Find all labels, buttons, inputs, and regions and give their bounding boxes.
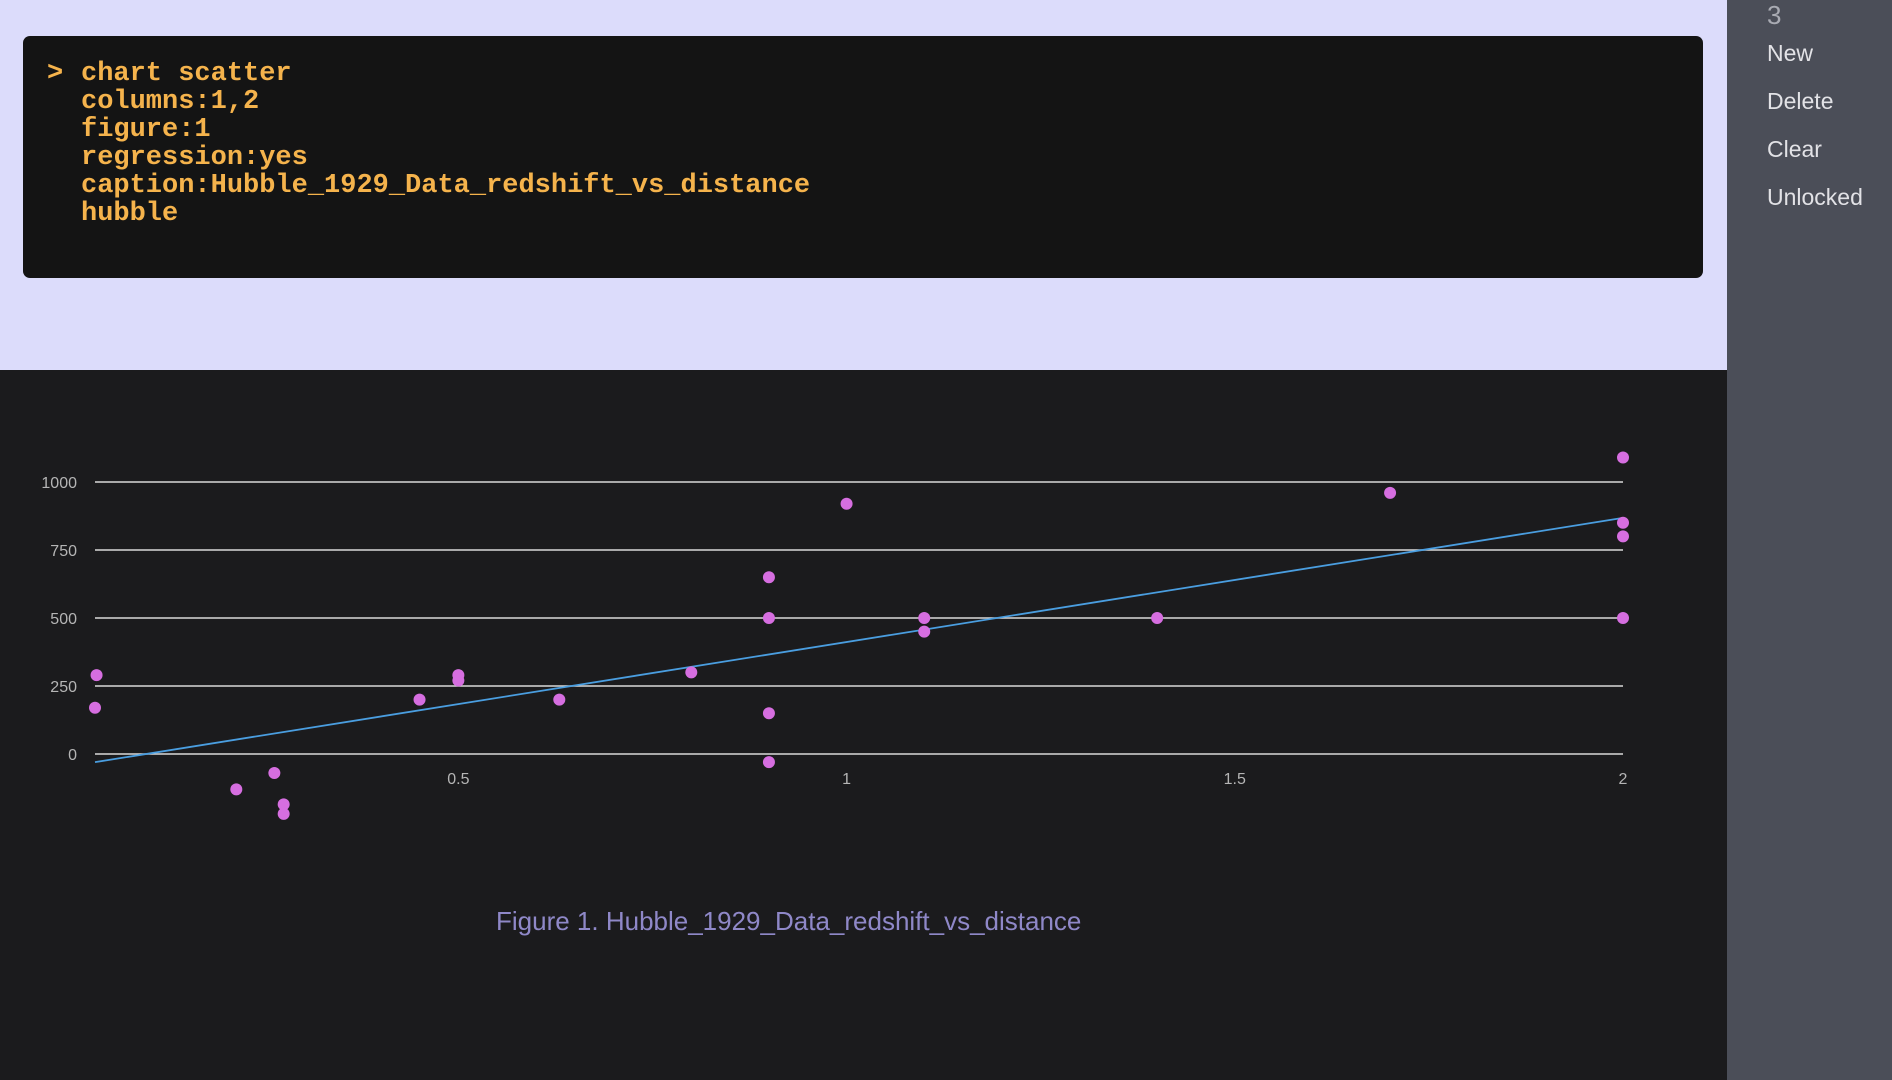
data-point: [1617, 451, 1629, 464]
command-text: figure:1: [81, 115, 211, 145]
data-point: [762, 707, 775, 720]
command-line: columns:1,2: [47, 88, 1703, 116]
x-tick-label: 0.5: [447, 771, 469, 788]
command-area: > chart scatter columns:1,2 figure:1 regress…: [0, 0, 1727, 370]
data-point: [762, 756, 775, 769]
data-point: [277, 807, 290, 820]
command-line: > chart scatter: [47, 60, 1703, 88]
x-tick-label: 1.5: [1224, 771, 1246, 788]
command-text: chart scatter: [81, 59, 292, 89]
command-line: caption:Hubble_1929_Data_redshift_vs_dis…: [47, 172, 1703, 200]
unlocked-toggle[interactable]: Unlocked: [1767, 184, 1863, 210]
data-point: [918, 612, 931, 624]
data-point: [1384, 486, 1397, 499]
data-point: [89, 701, 101, 714]
clear-button[interactable]: Clear: [1767, 136, 1822, 162]
y-tick-label: 0: [68, 747, 77, 764]
command-text: regression:yes: [81, 143, 308, 173]
data-point: [452, 674, 465, 687]
command-text: columns:1,2: [81, 87, 260, 117]
y-tick-label: 750: [50, 543, 77, 560]
command-line: regression:yes: [47, 144, 1703, 172]
data-point: [268, 767, 281, 780]
x-tick-label: 2: [1619, 771, 1628, 788]
data-point: [1617, 516, 1629, 529]
data-point: [685, 666, 698, 679]
data-point: [762, 571, 775, 584]
data-point: [1617, 612, 1629, 624]
data-point: [840, 497, 853, 510]
scatter-chart: 0 250 500 750 1000 0.5 1 1.5 2: [41, 451, 1629, 820]
data-point: [553, 693, 566, 706]
prompt-symbol: >: [47, 59, 64, 89]
command-text: hubble: [81, 199, 179, 229]
main-area: > chart scatter columns:1,2 figure:1 regress…: [0, 0, 1727, 1080]
x-tick-label: 1: [842, 771, 851, 788]
data-point: [277, 798, 290, 811]
data-point: [90, 669, 103, 682]
y-tick-label: 250: [50, 679, 77, 696]
data-point: [918, 625, 931, 638]
data-point: [762, 612, 775, 624]
data-point: [1151, 612, 1164, 624]
data-point: [230, 783, 243, 796]
data-point: [1617, 530, 1629, 543]
regression-line: [94, 517, 1624, 764]
figure-caption: Figure 1. Hubble_1929_Data_redshift_vs_d…: [496, 906, 1082, 936]
item-count: 3: [1767, 0, 1782, 30]
delete-button[interactable]: Delete: [1767, 88, 1834, 114]
command-line: figure:1: [47, 116, 1703, 144]
output-area: 0 250 500 750 1000 0.5 1 1.5 2: [0, 370, 1727, 1080]
new-button[interactable]: New: [1767, 40, 1814, 66]
data-point: [413, 693, 426, 706]
command-text: caption:Hubble_1929_Data_redshift_vs_dis…: [81, 171, 811, 201]
y-tick-label: 500: [50, 611, 77, 628]
command-terminal[interactable]: > chart scatter columns:1,2 figure:1 regress…: [23, 36, 1703, 278]
sidebar: 3 New Delete Clear Unlocked: [1727, 0, 1892, 1080]
y-tick-label: 1000: [41, 475, 77, 492]
command-line: hubble: [47, 200, 1703, 228]
